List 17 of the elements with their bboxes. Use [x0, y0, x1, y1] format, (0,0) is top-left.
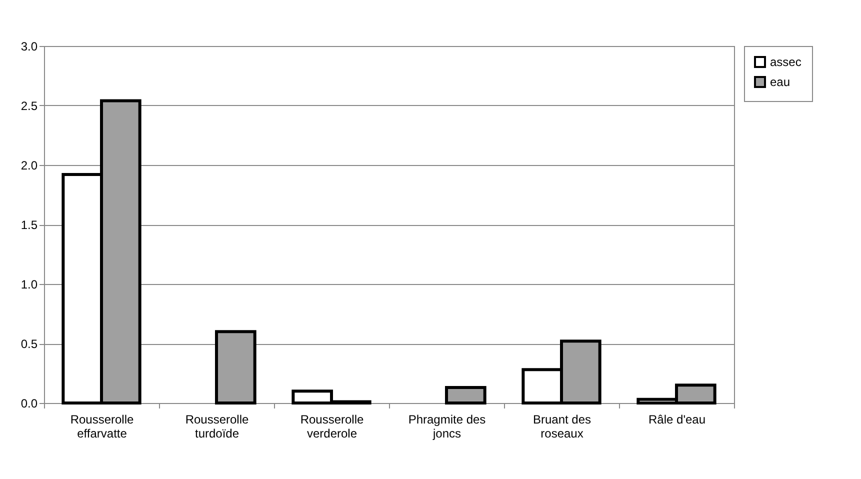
- legend-label: eau: [770, 75, 790, 89]
- y-tick-label: 1.0: [20, 278, 38, 292]
- y-tick-label: 0.0: [20, 396, 38, 410]
- legend-label: assec: [770, 55, 802, 69]
- x-tick-label: Râle d'eau: [648, 412, 706, 426]
- x-tick-label: Rousserolle turdoïde: [185, 412, 249, 440]
- x-tick-label: Phragmite des joncs: [408, 412, 486, 440]
- x-tick-label: Bruant des roseaux: [532, 412, 592, 440]
- bar: [445, 386, 486, 404]
- x-tick-label: Rousserolle effarvatte: [70, 412, 134, 440]
- y-tick-label: 3.0: [20, 40, 38, 54]
- y-tick-label: 2.5: [20, 99, 38, 113]
- y-tick-label: 1.5: [20, 218, 38, 232]
- bar: [215, 330, 256, 404]
- y-tick-label: 2.0: [20, 158, 38, 172]
- x-tick-label: Rousserolle verderole: [300, 412, 364, 440]
- y-tick-label: 0.5: [20, 337, 38, 351]
